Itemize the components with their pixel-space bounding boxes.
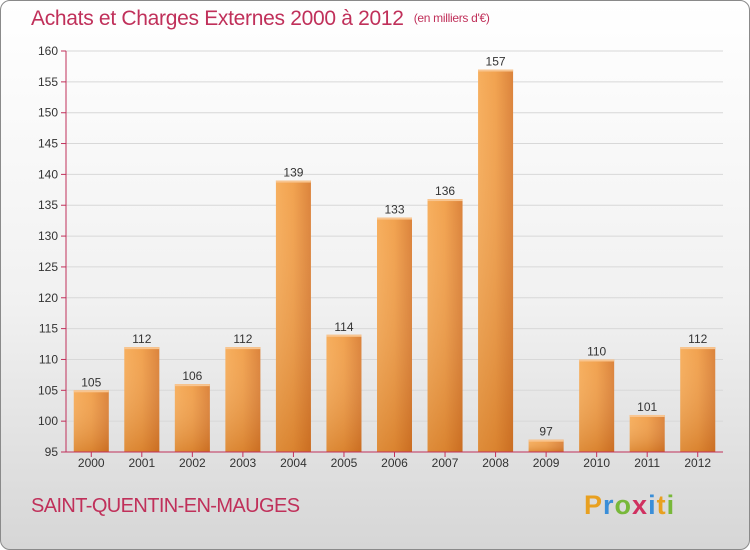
x-tick-label: 2005 [331,456,358,470]
bar-top-highlight [326,334,362,337]
x-tick-label: 2006 [381,456,408,470]
bar-top-highlight [680,347,716,350]
x-tick-label: 2003 [230,456,257,470]
bar-top-highlight [579,359,615,362]
bar-top-highlight [73,390,109,393]
data-label: 133 [384,203,404,217]
bar-top-highlight [528,439,564,442]
bar-shade [73,390,109,452]
bar-shade [225,347,261,452]
data-label: 105 [81,375,101,389]
data-label: 114 [334,320,353,334]
bar-shade [427,199,463,452]
x-tick-label: 2010 [583,456,610,470]
y-tick-label: 135 [38,198,58,212]
bar-shade [275,180,311,453]
y-tick-label: 110 [39,352,58,366]
data-label: 112 [132,332,151,346]
y-tick-label: 125 [38,260,58,274]
bar-shade [124,347,160,452]
bar-layer [73,69,716,453]
data-label: 106 [182,369,202,383]
bar-top-highlight [225,347,261,350]
data-label: 139 [283,166,303,180]
x-tick-label: 2008 [482,456,509,470]
x-tick-label: 2009 [533,456,560,470]
x-tick-label: 2001 [128,456,155,470]
y-tick-label: 140 [38,167,58,181]
bar-top-highlight [124,347,160,350]
y-tick-label: 100 [38,414,58,428]
y-tick-label: 105 [38,383,58,397]
x-tick-label: 2004 [280,456,307,470]
bar-shade [579,359,615,452]
y-tick-label: 160 [38,44,58,58]
x-tick-label: 2007 [432,456,459,470]
bar-top-highlight [377,217,412,220]
bar-shade [629,414,665,452]
y-tick-label: 95 [45,445,59,459]
data-label: 112 [233,332,252,346]
bar-shade [377,217,412,452]
data-label: 101 [637,400,657,414]
bar-top-highlight [275,180,311,183]
data-label: 112 [688,332,707,346]
x-tick-label: 2000 [78,456,105,470]
bar-shade [680,347,716,452]
data-label: 110 [587,344,606,358]
chart-title-text: Achats et Charges Externes 2000 à 2012 [31,7,404,30]
x-tick-label: 2002 [179,456,206,470]
axis-layer: 95 100 105 110 115 120 125 130 135 140 145 150 155 16… [38,44,723,470]
data-label: 157 [486,55,506,69]
x-tick-label: 2012 [684,456,711,470]
bar-shade [528,439,564,452]
y-tick-label: 120 [38,291,58,305]
place-name: SAINT-QUENTIN-EN-MAUGES [31,495,300,517]
y-tick-label: 150 [38,106,58,120]
bar-top-highlight [629,414,665,417]
bar-shade [326,334,362,452]
bar-shade [478,69,514,452]
chart-title: Achats et Charges Externes 2000 à 2012 (e… [31,7,490,31]
data-label: 136 [435,184,455,198]
x-tick-label: 2011 [634,456,660,470]
data-label: 97 [539,425,553,439]
bar-top-highlight [174,384,210,387]
y-tick-label: 145 [38,137,58,151]
proxiti-logo[interactable]: Proxiti [584,490,676,520]
bar-shade [174,384,210,452]
chart-unit: (en milliers d'€) [413,11,490,25]
label-layer: 105 112 106 112 139 114 133 136 157 97 110 101 112 [81,55,707,439]
y-tick-label: 115 [39,322,58,336]
y-tick-label: 130 [38,229,58,243]
bar-top-highlight [478,69,514,72]
y-tick-label: 155 [38,75,58,89]
bar-top-highlight [427,199,463,202]
